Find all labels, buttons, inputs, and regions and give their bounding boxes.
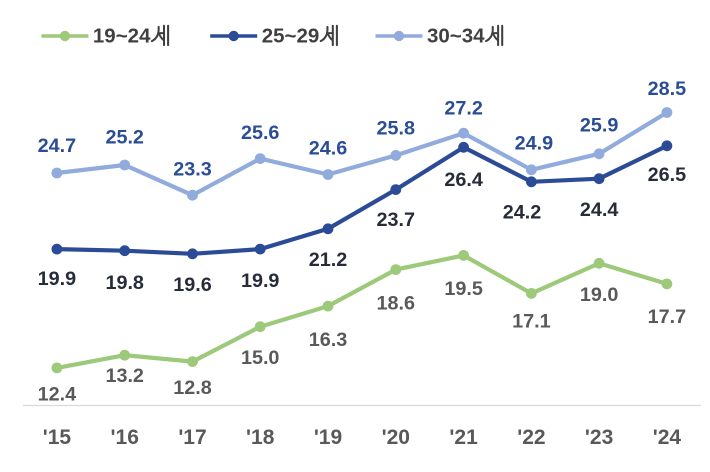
svg-text:'15: '15: [43, 426, 72, 449]
svg-text:'20: '20: [382, 426, 410, 449]
svg-text:25.8: 25.8: [377, 118, 416, 140]
svg-text:19~24: 19~24: [93, 24, 151, 47]
svg-text:12.8: 12.8: [173, 377, 212, 399]
svg-text:19.8: 19.8: [105, 272, 144, 294]
svg-text:28.5: 28.5: [648, 78, 687, 100]
svg-text:24.9: 24.9: [515, 133, 554, 155]
svg-text:'16: '16: [111, 426, 139, 449]
svg-text:26.4: 26.4: [444, 169, 483, 191]
svg-text:13.2: 13.2: [105, 365, 144, 387]
svg-text:16.3: 16.3: [309, 329, 348, 351]
svg-text:19.5: 19.5: [444, 278, 483, 300]
svg-text:24.2: 24.2: [503, 202, 542, 224]
svg-text:'24: '24: [653, 426, 682, 449]
svg-text:23.3: 23.3: [173, 159, 212, 181]
svg-text:19.9: 19.9: [241, 270, 280, 292]
svg-text:17.1: 17.1: [512, 311, 551, 333]
svg-text:17.7: 17.7: [648, 306, 687, 328]
svg-text:'21: '21: [449, 426, 478, 449]
svg-text:15.0: 15.0: [241, 347, 280, 369]
svg-text:25~29: 25~29: [262, 24, 320, 47]
svg-text:24.7: 24.7: [38, 135, 77, 157]
svg-text:'18: '18: [246, 426, 275, 449]
svg-text:18.6: 18.6: [377, 293, 416, 315]
svg-text:19.9: 19.9: [38, 268, 77, 290]
svg-text:26.5: 26.5: [648, 164, 687, 186]
svg-text:12.4: 12.4: [38, 383, 77, 405]
svg-text:25.6: 25.6: [241, 122, 280, 144]
svg-text:25.2: 25.2: [105, 127, 144, 149]
svg-text:24.4: 24.4: [580, 199, 619, 221]
svg-text:30~34: 30~34: [427, 24, 485, 47]
svg-text:'19: '19: [314, 426, 342, 449]
svg-text:25.9: 25.9: [580, 115, 619, 137]
svg-text:'23: '23: [585, 426, 613, 449]
svg-text:27.2: 27.2: [444, 97, 483, 119]
svg-text:23.7: 23.7: [377, 209, 416, 231]
svg-text:'22: '22: [517, 426, 545, 449]
svg-text:21.2: 21.2: [309, 249, 348, 271]
svg-text:19.0: 19.0: [580, 284, 619, 306]
svg-text:24.6: 24.6: [309, 138, 348, 160]
svg-text:'17: '17: [178, 426, 206, 449]
svg-text:19.6: 19.6: [173, 274, 212, 296]
